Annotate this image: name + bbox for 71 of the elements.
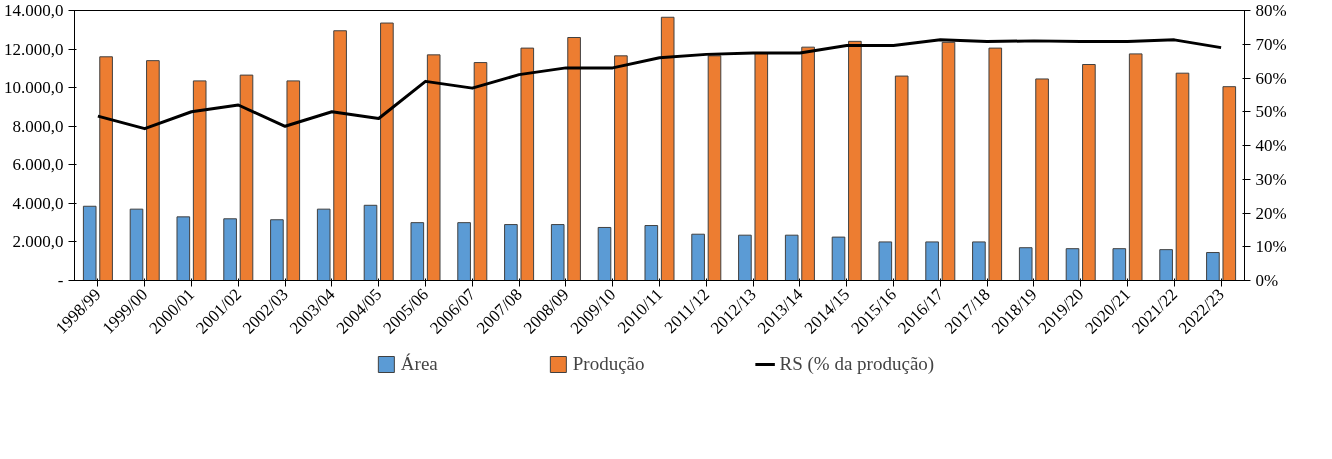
bar <box>614 55 628 281</box>
bar <box>831 236 846 281</box>
bar <box>1222 86 1237 281</box>
bar <box>1018 247 1033 281</box>
bar <box>848 40 862 281</box>
bar <box>707 55 722 281</box>
y2-tick-label: 40% <box>1255 136 1287 155</box>
bar <box>597 226 612 281</box>
legend-label: RS (% da produção) <box>779 353 935 375</box>
y2-tick-label: 30% <box>1255 169 1287 189</box>
bar <box>1206 252 1220 281</box>
bar <box>738 234 752 281</box>
y-tick-label: - <box>57 271 64 290</box>
y2-tick-label: 80% <box>1255 1 1287 20</box>
bar <box>644 225 659 281</box>
legend-label: Área <box>400 353 438 375</box>
y-tick-label: 12.000,0 <box>4 39 64 59</box>
bar <box>972 241 986 281</box>
y2-tick-label: 20% <box>1255 203 1287 223</box>
bar <box>660 16 675 281</box>
y-tick-label: 6.000,0 <box>12 155 64 175</box>
bar <box>380 22 394 281</box>
bar <box>1159 249 1173 281</box>
bar <box>286 80 301 281</box>
bar <box>1112 248 1127 281</box>
bar <box>410 222 425 281</box>
bar <box>1065 248 1080 281</box>
y-tick-label: 14.000,0 <box>4 1 64 20</box>
bar <box>988 47 1003 281</box>
bar <box>239 74 254 281</box>
line-series <box>96 38 1223 131</box>
bar <box>82 205 97 281</box>
bar <box>473 62 488 281</box>
bar <box>176 216 191 281</box>
bar <box>426 54 441 281</box>
legend-label: Produção <box>572 353 645 375</box>
bar <box>333 30 347 281</box>
bar <box>223 218 237 281</box>
bar <box>363 204 378 281</box>
y-tick-label: 2.000,0 <box>12 232 64 252</box>
bar <box>316 208 331 281</box>
bar <box>894 75 909 281</box>
y2-tick-label: 0% <box>1255 271 1279 290</box>
bar <box>1082 64 1096 281</box>
bar <box>691 233 705 281</box>
bar <box>567 37 581 281</box>
y-tick-label: 4.000,0 <box>12 193 64 213</box>
bar <box>801 46 815 281</box>
bar <box>754 52 769 281</box>
y2-tick-label: 50% <box>1255 102 1287 122</box>
bar <box>878 241 893 281</box>
bar <box>99 56 113 281</box>
bar <box>1175 72 1190 281</box>
y2-tick-label: 60% <box>1255 68 1287 88</box>
y-tick-label: 8.000,0 <box>12 116 64 136</box>
bar <box>520 47 535 281</box>
y2-tick-label: 10% <box>1255 237 1287 257</box>
bar <box>1128 53 1143 281</box>
bar <box>270 219 284 281</box>
bar <box>192 80 207 281</box>
bar <box>941 41 956 281</box>
bar <box>925 241 939 281</box>
bar <box>129 208 144 281</box>
bar <box>504 224 518 281</box>
bar <box>784 234 799 281</box>
bar <box>550 224 565 281</box>
bar <box>457 222 471 281</box>
bar <box>146 60 160 281</box>
y-tick-label: 10.000,0 <box>4 78 64 98</box>
y2-tick-label: 70% <box>1255 34 1287 54</box>
bar <box>1035 78 1049 281</box>
